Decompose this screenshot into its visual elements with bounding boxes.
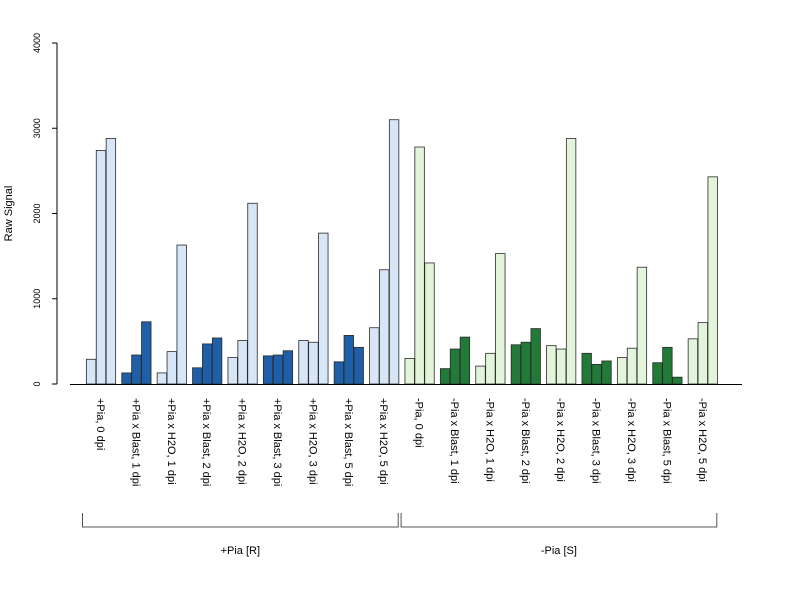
bar	[687, 338, 699, 385]
category-label: -Pia x Blast, 1 dpi	[448, 398, 460, 484]
bar	[581, 352, 592, 385]
bar	[247, 202, 258, 385]
bar	[272, 354, 284, 385]
category-label: +Pia x H2O, 1 dpi	[165, 398, 177, 485]
category-label: +Pia x Blast, 5 dpi	[342, 398, 354, 486]
category-label: +Pia x H2O, 5 dpi	[377, 398, 389, 485]
bar	[388, 119, 400, 385]
category-label: -Pia x H2O, 3 dpi	[625, 398, 637, 482]
bar	[369, 327, 380, 385]
bar	[414, 146, 425, 385]
bar	[131, 354, 142, 385]
bar	[343, 335, 354, 385]
category-label: +Pia x Blast, 3 dpi	[271, 398, 283, 486]
category-labels: +Pia, 0 dpi +Pia x Blast, 1 dpi +Pia x H2O…	[94, 398, 708, 486]
y-tick-label: 0	[32, 381, 42, 386]
bar	[211, 337, 223, 385]
category-label: +Pia x H2O, 2 dpi	[236, 398, 248, 485]
bar	[176, 244, 187, 385]
bar	[237, 340, 248, 385]
y-tick-label: 1000	[32, 289, 42, 309]
bar	[601, 360, 612, 385]
bar	[449, 348, 461, 385]
bar	[459, 336, 471, 385]
group-bracket	[400, 513, 718, 528]
bar	[353, 346, 364, 385]
bar	[495, 253, 506, 385]
category-label: +Pia x Blast, 2 dpi	[200, 398, 212, 486]
bar	[510, 344, 522, 385]
y-axis: 0 1000 2000 3000 4000	[32, 33, 58, 387]
category-label: +Pia x H2O, 3 dpi	[306, 398, 318, 485]
bar	[520, 341, 531, 385]
category-label: -Pia x H2O, 2 dpi	[554, 398, 566, 482]
bar	[546, 345, 557, 385]
bar	[298, 340, 309, 385]
bar	[565, 138, 577, 385]
bar	[556, 348, 567, 385]
y-tick-label: 4000	[32, 33, 42, 53]
bar	[636, 266, 648, 385]
bar	[121, 372, 132, 385]
bar	[202, 343, 213, 385]
bar	[616, 357, 628, 385]
group-bracket	[82, 513, 399, 528]
bar	[424, 262, 435, 385]
category-label: +Pia x Blast, 1 dpi	[129, 398, 141, 486]
category-label: -Pia x H2O, 1 dpi	[483, 398, 495, 482]
y-tick-label: 3000	[32, 118, 42, 138]
group-label: -Pia [S]	[541, 545, 577, 557]
category-label: -Pia x H2O, 5 dpi	[696, 398, 708, 482]
bar	[166, 351, 177, 385]
bar	[672, 376, 683, 385]
bar	[308, 341, 319, 385]
bar	[626, 347, 638, 385]
bar	[282, 350, 294, 385]
y-axis-title: Raw Signal	[3, 186, 15, 242]
category-label: -Pia x Blast, 3 dpi	[590, 398, 602, 484]
category-label: -Pia x Blast, 5 dpi	[660, 398, 672, 484]
bar	[262, 355, 274, 385]
bar	[404, 358, 415, 385]
bar	[707, 176, 718, 385]
bar	[475, 365, 486, 385]
bar	[95, 150, 107, 385]
bar	[105, 138, 117, 385]
bar	[591, 363, 602, 385]
bar	[379, 269, 390, 385]
bar	[318, 232, 329, 385]
bars-layer	[85, 119, 718, 385]
category-label: -Pia x Blast, 2 dpi	[519, 398, 531, 484]
bar	[227, 357, 238, 385]
bar	[662, 346, 673, 385]
group-brackets: +Pia [R] -Pia [S]	[82, 513, 718, 557]
y-tick-label: 2000	[32, 203, 42, 223]
bar	[141, 321, 152, 385]
bar	[697, 322, 708, 385]
group-label: +Pia [R]	[221, 545, 260, 557]
bar	[652, 362, 663, 385]
bar	[85, 358, 97, 385]
category-label: -Pia, 0 dpi	[413, 398, 425, 448]
category-label: +Pia, 0 dpi	[94, 398, 106, 450]
bar	[439, 368, 451, 385]
bar	[333, 361, 345, 385]
bar	[156, 372, 168, 385]
bar	[192, 367, 203, 385]
bar	[530, 328, 541, 385]
bar	[485, 352, 496, 385]
